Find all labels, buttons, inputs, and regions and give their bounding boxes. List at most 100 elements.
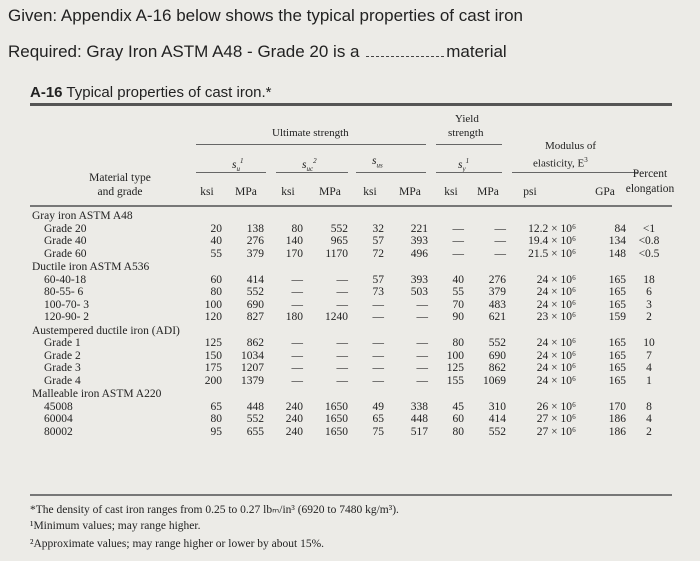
table-title-text: Typical properties of cast iron.* [66, 84, 272, 101]
cell-elong: 7 [646, 349, 652, 362]
cell-su-mpa: 827 [246, 311, 264, 323]
cell-sy-ksi: — [452, 222, 465, 235]
cell-sus-ksi: 32 [372, 222, 385, 235]
cell-elong: 1 [646, 374, 652, 387]
cell-sy-ksi: 80 [452, 425, 465, 438]
cell-suc-mpa: — [336, 298, 349, 311]
cell-sy-mpa: — [494, 235, 507, 247]
cell-su-ksi: 175 [204, 362, 222, 374]
cell-sy-mpa: — [494, 222, 507, 235]
cell-sus-ksi: — [372, 374, 385, 387]
cell-suc-mpa: 1240 [325, 311, 348, 323]
cell-sus-mpa: — [416, 374, 429, 387]
cell-suc-ksi: — [291, 374, 304, 387]
cell-suc-mpa: — [336, 374, 349, 387]
cell-suc-ksi: — [291, 337, 304, 349]
cell-e-gpa: 165 [608, 362, 626, 374]
cell-elong: 8 [646, 400, 652, 413]
cell-sus-mpa: 338 [410, 400, 428, 413]
header-modulus-2-text: elasticity, E [533, 157, 585, 170]
cell-suc-ksi: 80 [291, 222, 304, 235]
header-material: Material type [89, 172, 151, 184]
grade-cell: 45008 [44, 400, 73, 413]
cell-e-psi: 26 × 10⁶ [536, 400, 576, 413]
cell-e-gpa: 165 [608, 374, 626, 387]
cell-e-psi: 24 × 10⁶ [536, 337, 576, 349]
cell-su-ksi: 95 [210, 425, 223, 438]
group-heading: Austempered ductile iron (ADI) [32, 324, 180, 337]
footnote-minimum: ¹Minimum values; may range higher. [30, 520, 201, 532]
header-suc-text: s [302, 158, 307, 171]
cell-sus-ksi: — [372, 298, 385, 311]
header-suc: suc2 [302, 157, 317, 174]
cell-suc-ksi: — [291, 286, 304, 298]
cell-su-ksi: 80 [210, 413, 223, 425]
cell-sus-mpa: — [416, 349, 429, 362]
cell-sus-ksi: — [372, 311, 385, 323]
cell-su-mpa: 655 [246, 425, 264, 438]
cell-sus-ksi: — [372, 337, 385, 349]
required-line: Required: Gray Iron ASTM A48 - Grade 20 … [8, 42, 507, 62]
cell-sy-mpa: — [494, 247, 507, 260]
cell-e-psi: 12.2 × 10⁶ [528, 222, 576, 235]
cell-suc-ksi: 240 [285, 400, 303, 413]
cell-sy-mpa: 379 [488, 286, 506, 298]
cell-su-mpa: 862 [246, 337, 264, 349]
cell-sus-mpa: 393 [410, 235, 428, 247]
cell-sy-ksi: 40 [452, 273, 465, 286]
cell-sy-mpa: 552 [488, 337, 506, 349]
answer-blank[interactable] [366, 42, 445, 57]
group-heading: Malleable iron ASTM A220 [32, 388, 162, 400]
cell-sus-ksi: 73 [372, 286, 385, 298]
cell-sy-ksi: 55 [452, 286, 465, 298]
cell-elong: 4 [646, 413, 652, 425]
cell-suc-ksi: 240 [285, 413, 303, 425]
unit-sy-ksi: ksi [444, 186, 458, 198]
cell-elong: 2 [646, 311, 652, 323]
header-ultimate-underline [196, 144, 426, 145]
header-grade: and grade [97, 186, 143, 198]
cell-e-psi: 24 × 10⁶ [536, 286, 576, 298]
cell-e-psi: 24 × 10⁶ [536, 374, 576, 387]
cell-suc-ksi: 170 [285, 247, 303, 260]
unit-sy-mpa: MPa [477, 186, 499, 198]
header-sus-text: s [372, 155, 377, 167]
cell-sy-mpa: 621 [488, 311, 506, 323]
cell-su-ksi: 200 [204, 374, 222, 387]
cell-suc-mpa: — [336, 273, 349, 286]
cell-suc-mpa: 1650 [325, 413, 348, 425]
cell-e-psi: 24 × 10⁶ [536, 362, 576, 374]
cell-su-ksi: 100 [204, 298, 222, 311]
cell-sus-mpa: — [416, 311, 429, 323]
grade-cell: 100-70- 3 [44, 298, 90, 311]
cell-e-gpa: 165 [608, 349, 626, 362]
cell-elong: 3 [646, 298, 652, 311]
cell-elong: 4 [646, 362, 652, 374]
cell-su-mpa: 1207 [241, 362, 264, 374]
cell-suc-ksi: — [291, 349, 304, 362]
header-modulus-underline [512, 172, 638, 173]
cell-sus-mpa: — [416, 362, 429, 374]
header-elongation: elongation [625, 183, 675, 195]
cell-elong: 6 [646, 286, 652, 298]
footnote-approx: ²Approximate values; may range higher or… [30, 538, 325, 550]
cell-su-ksi: 20 [210, 222, 223, 235]
cell-su-mpa: 138 [246, 222, 264, 235]
cell-sy-ksi: — [452, 235, 465, 247]
cell-su-mpa: 276 [246, 235, 264, 247]
table-title: A-16 Typical properties of cast iron.* [30, 84, 272, 101]
cell-sy-ksi: 100 [446, 349, 464, 362]
unit-su-ksi: ksi [200, 186, 214, 198]
grade-cell: Grade 40 [44, 235, 87, 247]
sus-underline [356, 172, 426, 173]
cell-elong: <0.8 [638, 235, 660, 247]
unit-suc-ksi: ksi [281, 186, 295, 198]
cell-su-mpa: 690 [246, 298, 264, 311]
header-sus: sus [372, 155, 383, 170]
cell-e-gpa: 84 [614, 222, 627, 235]
sy-underline [436, 172, 502, 173]
cell-sy-mpa: 552 [488, 425, 506, 438]
unit-suc-mpa: MPa [319, 186, 341, 198]
header-yield-underline [436, 144, 502, 145]
cell-sus-ksi: 57 [372, 273, 385, 286]
